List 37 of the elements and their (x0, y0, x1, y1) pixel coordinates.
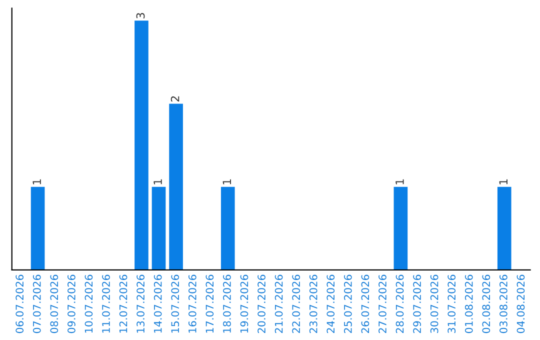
x-tick-label: 01.08.2026 (464, 274, 473, 334)
x-tick-label: 19.07.2026 (240, 274, 248, 333)
x-tick-label: 07.07.2026 (32, 274, 41, 334)
x-tick-label: 11.07.2026 (102, 274, 110, 333)
x-tick-label: 12.07.2026 (119, 274, 128, 333)
x-tick-label: 08.07.2026 (50, 274, 58, 334)
x-tick-label: 23.07.2026 (309, 274, 318, 334)
x-tick-label: 06.07.2026 (16, 274, 24, 334)
x-tick-label: 22.07.2026 (292, 274, 300, 334)
x-tick-label: 27.07.2026 (378, 274, 386, 334)
x-tick-label: 10.07.2026 (84, 274, 93, 333)
x-tick-label: 03.08.2026 (500, 274, 508, 334)
data-label: 1 (499, 179, 508, 184)
x-tick-label: 09.07.2026 (68, 274, 76, 334)
x-tick-label: 13.07.2026 (136, 274, 144, 333)
x-tick-label: 17.07.2026 (206, 274, 214, 333)
x-tick-label: 02.08.2026 (482, 274, 490, 334)
data-label: 2 (170, 96, 180, 102)
x-tick-label: 25.07.2026 (344, 274, 352, 334)
data-label: 1 (396, 179, 404, 184)
x-tick-label: 26.07.2026 (361, 274, 370, 334)
x-tick-label: 24.07.2026 (326, 274, 335, 334)
data-label: 1 (32, 179, 41, 184)
x-tick-label: 04.08.2026 (516, 274, 525, 334)
data-label: 1 (222, 179, 231, 184)
x-tick-label: 15.07.2026 (171, 274, 180, 333)
x-tick-label: 16.07.2026 (188, 274, 196, 333)
x-tick-label: 20.07.2026 (258, 274, 266, 334)
x-tick-label: 30.07.2026 (430, 274, 438, 333)
x-tick-label: 29.07.2026 (413, 274, 421, 334)
x-tick-label: 28.07.2026 (396, 274, 404, 334)
data-label: 3 (136, 13, 145, 18)
x-tick-label: 18.07.2026 (223, 274, 231, 333)
x-tick-label: 21.07.2026 (274, 274, 283, 334)
x-tick-label: 31.07.2026 (448, 274, 456, 333)
x-tick-label: 14.07.2026 (154, 274, 162, 333)
data-label: 1 (154, 179, 162, 184)
